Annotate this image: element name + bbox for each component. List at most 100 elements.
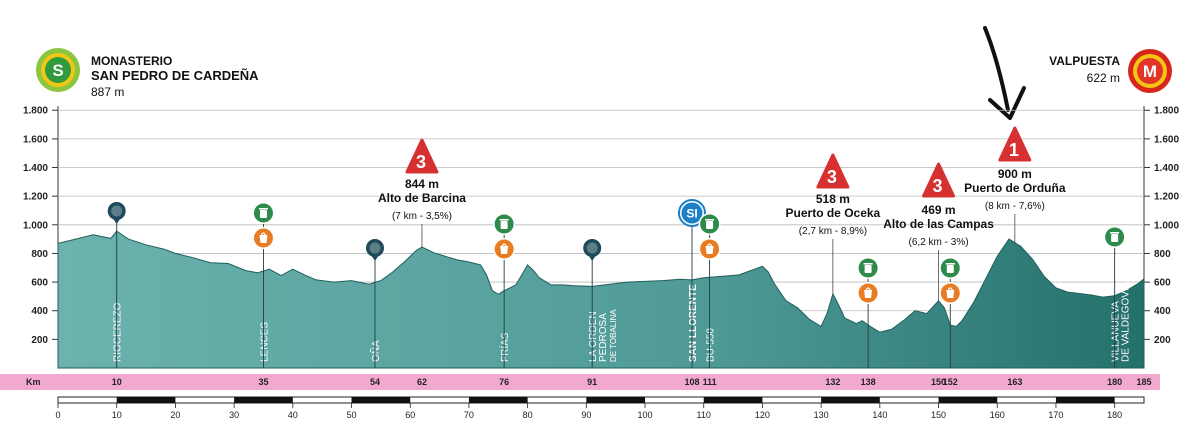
climb-category: 3 [933, 176, 943, 196]
y-tick-label-right: 1.200 [1154, 192, 1179, 203]
scale-label: 130 [814, 410, 829, 420]
scale-label: 100 [638, 410, 653, 420]
map-pin-dot [111, 205, 123, 217]
y-tick-label-left: 1.000 [23, 220, 48, 231]
start-title-line2: SAN PEDRO DE CARDEÑA [91, 68, 259, 83]
bin-lid-icon [945, 263, 955, 265]
climb-detail: (7 km - 3,5%) [392, 211, 452, 222]
climb-altitude: 900 m [998, 167, 1032, 181]
y-tick-label-left: 1.200 [23, 192, 48, 203]
climb-category-icon [816, 153, 850, 189]
y-tick-label-left: 1.600 [23, 134, 48, 145]
place-label: VILLANUEVA [1111, 301, 1122, 362]
climb-category: 3 [827, 167, 837, 187]
scale-bar-black-segment [586, 397, 646, 403]
place-label: DE TOBALINA [609, 309, 618, 362]
km-band-label: Km [26, 377, 41, 387]
scale-bar-black-segment [234, 397, 293, 403]
finish-badge: M [1128, 49, 1172, 93]
place-label: SAN LLORENTE [688, 284, 699, 362]
scale-bar-black-segment [468, 397, 528, 403]
y-tick-label-right: 1.600 [1154, 134, 1179, 145]
km-band-value: 62 [417, 377, 427, 387]
finish-badge-letter: M [1143, 62, 1157, 81]
bag-handle-icon [865, 287, 871, 291]
y-tick-label-right: 200 [1154, 335, 1171, 346]
km-band-value: 111 [703, 377, 717, 387]
scale-bar-black-segment [116, 397, 176, 403]
y-tick-label-left: 1.400 [23, 163, 48, 174]
scale-label: 90 [581, 410, 591, 420]
climb-name: Alto de las Campas [883, 217, 994, 231]
bin-icon [1111, 234, 1119, 242]
bag-handle-icon [260, 232, 267, 236]
scale-bar-black-segment [821, 397, 880, 403]
bin-lid-icon [863, 263, 873, 265]
bin-lid-icon [705, 219, 715, 221]
bag-handle-icon [707, 243, 713, 247]
bin-icon [259, 210, 267, 218]
elevation-area [57, 230, 1145, 369]
scale-label: 70 [464, 410, 474, 420]
place-label: DE VALDEGOVIA [1121, 281, 1132, 362]
y-tick-label-left: 600 [31, 278, 48, 289]
bag-icon [864, 290, 873, 298]
climb-name: Alto de Barcina [378, 191, 466, 205]
y-tick-label-left: 1.800 [23, 106, 48, 117]
y-tick-label-left: 400 [31, 306, 48, 317]
scale-bar-black-segment [1055, 397, 1115, 403]
km-band-value: 10 [112, 377, 122, 387]
bag-icon [705, 246, 714, 254]
bin-lid-icon [258, 208, 268, 210]
map-pin-dot [369, 242, 381, 254]
y-tick-label-right: 1.000 [1154, 220, 1179, 231]
scale-bar-labels: 0 10 20 30 40 50 60 70 80 90 100 110 120 130 140 150 160… [55, 403, 1122, 420]
scale-label: 170 [1048, 410, 1063, 420]
km-band-value: 35 [258, 377, 268, 387]
scale-label: 80 [523, 410, 533, 420]
bag-handle-icon [501, 243, 507, 247]
map-pin-dot [586, 242, 598, 254]
scale-label: 30 [229, 410, 239, 420]
place-label: OÑA [369, 340, 382, 362]
bin-icon [706, 221, 714, 229]
bin-lid-icon [499, 219, 509, 221]
km-band-value: 76 [499, 377, 509, 387]
place-label: FRÍAS [498, 332, 511, 362]
route-pins: SI [107, 199, 1126, 368]
km-band-value: 152 [943, 377, 958, 387]
km-band-value: 91 [587, 377, 597, 387]
scale-bar-black-segment [938, 397, 998, 403]
scale-label: 140 [872, 410, 887, 420]
place-label: PEDROSA [598, 313, 609, 362]
finish-title: VALPUESTA [1049, 54, 1120, 68]
bag-icon [500, 246, 509, 254]
km-band-value: 54 [370, 377, 380, 387]
km-band-value: 132 [825, 377, 840, 387]
climb-altitude: 844 m [405, 177, 439, 191]
start-altitude: 887 m [91, 85, 124, 99]
bin-icon [946, 265, 954, 273]
climb-category: 3 [416, 152, 426, 172]
scale-label: 50 [347, 410, 357, 420]
climb-detail: (8 km - 7,6%) [985, 201, 1045, 212]
place-label: LA ORDEN [588, 311, 599, 362]
place-labels: RIOCEREZO LENCES OÑA FRÍAS LA ORDEN PEDROSA DE… [113, 281, 1132, 362]
start-title-line1: MONASTERIO [91, 54, 172, 68]
place-label: BU-550 [706, 328, 717, 362]
climb-category-icon [998, 126, 1032, 162]
start-badge-letter: S [52, 61, 63, 80]
scale-label: 120 [755, 410, 770, 420]
climb-detail: (2,7 km - 8,9%) [799, 226, 867, 237]
y-tick-label-right: 1.400 [1154, 163, 1179, 174]
scale-label: 180 [1107, 410, 1122, 420]
climb-altitude: 469 m [922, 203, 956, 217]
y-tick-label-left: 800 [31, 249, 48, 260]
y-tick-label-right: 1.800 [1154, 106, 1179, 117]
scale-label: 0 [55, 410, 60, 420]
scale-bar-segments [116, 397, 1115, 403]
km-band-value: 185 [1136, 377, 1151, 387]
km-band-value: 138 [861, 377, 876, 387]
scale-label: 110 [697, 410, 711, 420]
